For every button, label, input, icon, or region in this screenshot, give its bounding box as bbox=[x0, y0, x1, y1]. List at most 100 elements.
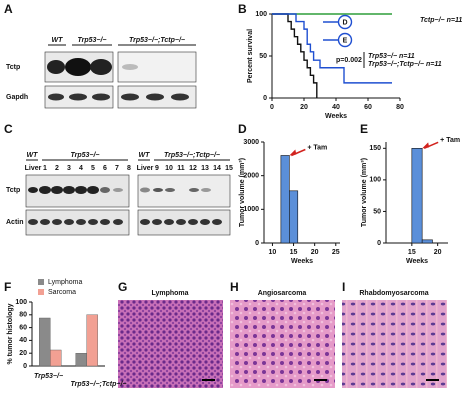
x-tick-label: 20 bbox=[311, 249, 319, 256]
y-tick-label: 2000 bbox=[243, 173, 259, 180]
legend-swatch bbox=[38, 289, 44, 295]
lane-label: 11 bbox=[177, 165, 185, 172]
x-tick-label: 60 bbox=[364, 104, 372, 111]
y-tick-label: 1000 bbox=[243, 206, 259, 213]
lane-label: 8 bbox=[127, 165, 131, 172]
blot-c bbox=[25, 159, 231, 236]
panel-label: I bbox=[342, 280, 345, 294]
panel-label: G bbox=[118, 280, 127, 294]
genotype-label: Trp53−/− bbox=[77, 37, 106, 44]
x-tick-label: Trp53−/−;Tctp−/− bbox=[71, 381, 127, 388]
x-tick-label: 15 bbox=[408, 249, 416, 256]
lane-label: 9 bbox=[155, 165, 159, 172]
bar bbox=[86, 314, 98, 367]
x-axis-label: Weeks bbox=[406, 258, 428, 265]
lane-label: 7 bbox=[115, 165, 119, 172]
x-tick-label: 25 bbox=[332, 249, 340, 256]
bar bbox=[411, 148, 423, 244]
lane-label: 1 bbox=[43, 165, 47, 172]
lane-label: Liver bbox=[137, 165, 154, 172]
legend-entry: Tctp−/− n=11 bbox=[420, 17, 462, 24]
y-tick-label: 50 bbox=[373, 208, 381, 215]
y-tick-label: 100 bbox=[369, 177, 381, 184]
genotype-label: Trp53−/−;Tctp−/− bbox=[164, 152, 220, 159]
lane-label: 14 bbox=[213, 165, 221, 172]
genotype-label: Trp53−/−;Tctp−/− bbox=[129, 37, 185, 44]
x-tick-label: 15 bbox=[290, 249, 298, 256]
panel-label: B bbox=[238, 2, 247, 16]
row-label: Tctp bbox=[6, 64, 20, 71]
y-tick-label: 0 bbox=[263, 95, 267, 102]
lane-label: 6 bbox=[103, 165, 107, 172]
y-tick-label: 20 bbox=[19, 350, 27, 357]
x-tick-label: 40 bbox=[332, 104, 340, 111]
arrow-head bbox=[422, 142, 430, 149]
histology-title: Rhabdomyosarcoma bbox=[359, 290, 428, 297]
lane-label: 2 bbox=[55, 165, 59, 172]
bar bbox=[421, 239, 433, 244]
genotype-label: WT bbox=[27, 152, 39, 159]
lane-label: 12 bbox=[189, 165, 197, 172]
x-axis-label: Weeks bbox=[291, 258, 313, 265]
histology-title: Angiosarcoma bbox=[258, 290, 307, 297]
legend-entry: Sarcoma bbox=[48, 289, 76, 296]
lane-label: 5 bbox=[91, 165, 95, 172]
callout-label: D bbox=[342, 19, 347, 26]
y-tick-label: 0 bbox=[377, 240, 381, 247]
x-tick-label: Trp53−/− bbox=[34, 373, 63, 380]
histology-title: Lymphoma bbox=[151, 290, 188, 297]
legend-entry: Trp53−/−;Tctp−/− n=11 bbox=[368, 61, 442, 68]
y-tick-label: 100 bbox=[15, 299, 27, 306]
bar bbox=[39, 317, 51, 367]
bar bbox=[289, 190, 299, 244]
callout-label: E bbox=[343, 37, 348, 44]
bar bbox=[50, 349, 62, 367]
survival-curve bbox=[272, 13, 392, 84]
panel-label: E bbox=[360, 122, 368, 136]
legend-entry: Trp53−/− n=11 bbox=[368, 53, 415, 60]
annotation: + Tam bbox=[440, 137, 460, 144]
y-tick-label: 3000 bbox=[243, 139, 259, 146]
x-tick-label: 20 bbox=[300, 104, 308, 111]
x-tick-label: 20 bbox=[434, 249, 442, 256]
panel-label: C bbox=[4, 122, 13, 136]
row-label: Tctp bbox=[6, 187, 20, 194]
x-axis-label: Weeks bbox=[325, 113, 347, 120]
legend-entry: Lymphoma bbox=[48, 279, 82, 286]
y-axis-label: Tumor volume (mm³) bbox=[239, 158, 246, 227]
survival-curve bbox=[272, 13, 318, 98]
legend-swatch bbox=[38, 279, 44, 285]
annotation: + Tam bbox=[307, 144, 327, 151]
panel-label: F bbox=[4, 280, 11, 294]
row-label: Gapdh bbox=[6, 94, 28, 101]
y-tick-label: 40 bbox=[19, 337, 27, 344]
y-tick-label: 80 bbox=[19, 312, 27, 319]
y-tick-label: 60 bbox=[19, 324, 27, 331]
lane-label: 15 bbox=[225, 165, 233, 172]
callout-circle bbox=[337, 32, 353, 48]
lane-label: 13 bbox=[201, 165, 209, 172]
panel-label: D bbox=[238, 122, 247, 136]
lane-label: Liver bbox=[25, 165, 42, 172]
blot-a bbox=[44, 44, 197, 109]
bar bbox=[280, 155, 290, 244]
lane-label: 10 bbox=[165, 165, 173, 172]
y-tick-label: 100 bbox=[255, 11, 267, 18]
y-tick-label: 0 bbox=[255, 240, 259, 247]
p-value: p=0.002 bbox=[336, 57, 362, 64]
y-tick-label: 50 bbox=[259, 53, 267, 60]
x-tick-label: 80 bbox=[396, 104, 404, 111]
x-tick-label: 0 bbox=[270, 104, 274, 111]
y-axis-label: Tumor volume (mm³) bbox=[361, 158, 368, 227]
y-axis-label: % tumor histology bbox=[7, 303, 14, 364]
y-tick-label: 150 bbox=[369, 145, 381, 152]
histology-images bbox=[118, 300, 447, 388]
genotype-label: Trp53−/− bbox=[70, 152, 99, 159]
panel-label: H bbox=[230, 280, 239, 294]
genotype-label: WT bbox=[52, 37, 64, 44]
lane-label: 4 bbox=[79, 165, 83, 172]
x-tick-label: 10 bbox=[269, 249, 277, 256]
y-tick-label: 0 bbox=[23, 363, 27, 370]
genotype-label: WT bbox=[139, 152, 151, 159]
